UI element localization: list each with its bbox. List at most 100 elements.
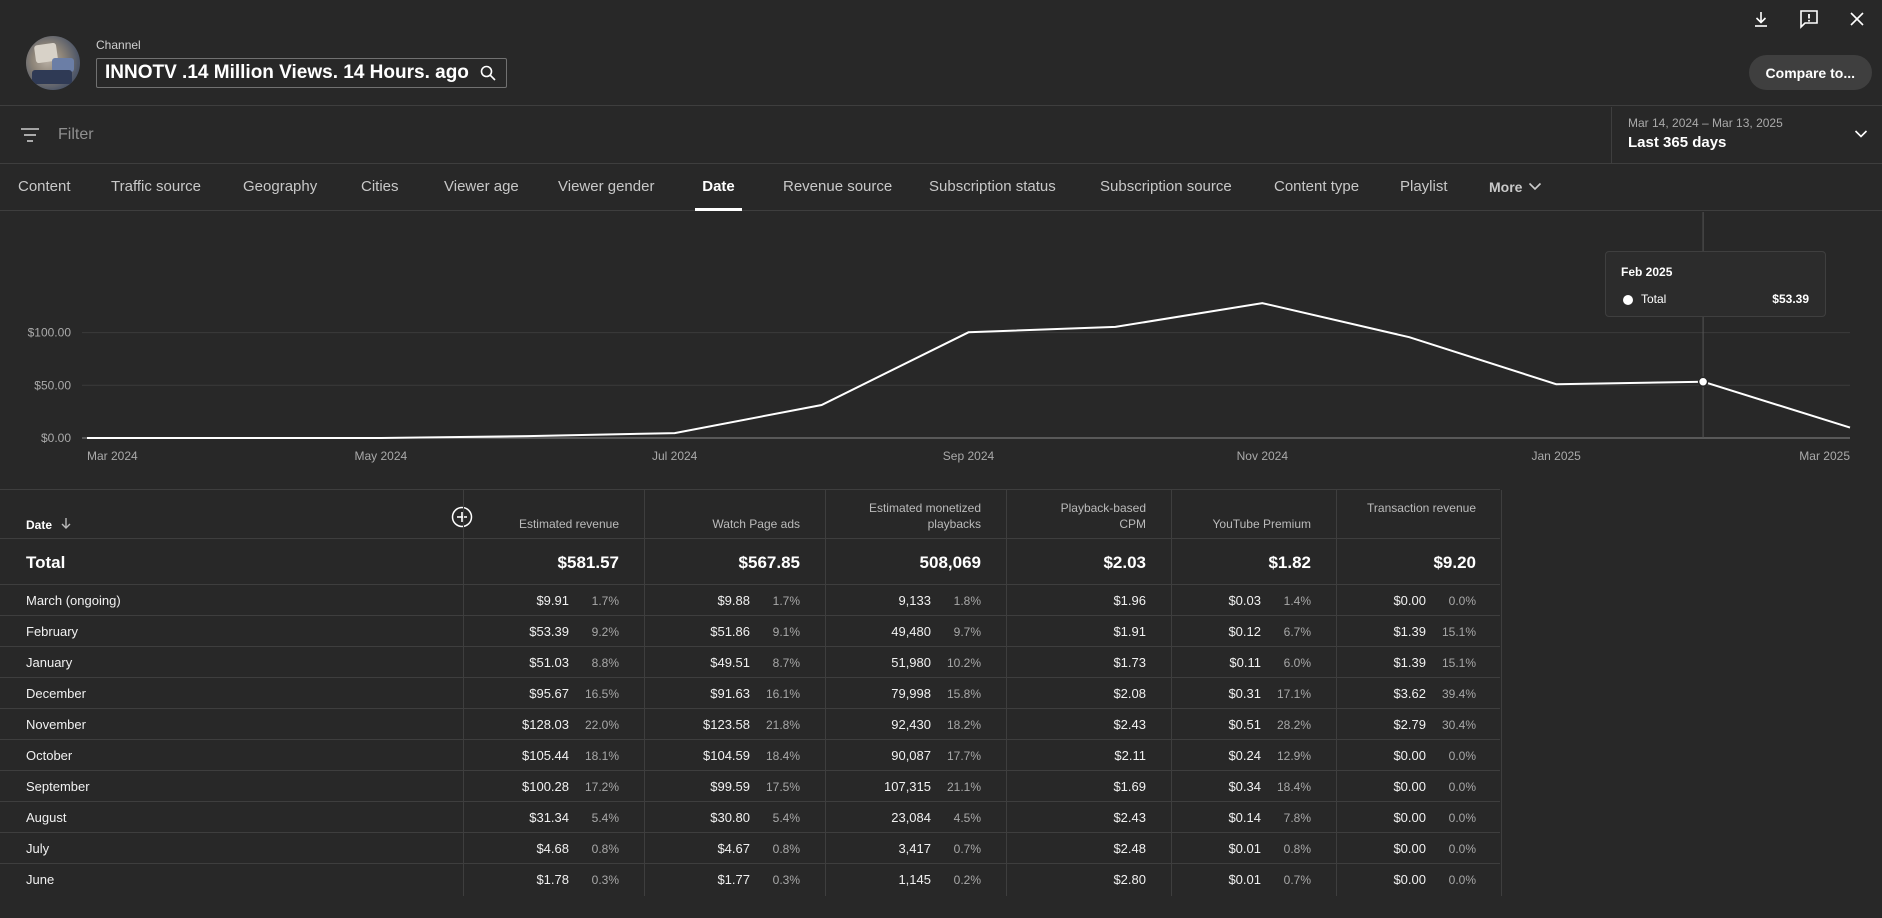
cell-playback-cpm: $1.69 [1113, 779, 1146, 794]
sort-arrow-icon[interactable] [60, 517, 72, 532]
feedback-icon[interactable] [1798, 8, 1820, 30]
chevron-down-icon[interactable] [1854, 127, 1868, 146]
tab-subscription-source[interactable]: Subscription source [1100, 178, 1232, 195]
cell-transaction-revenue-percent: 39.4% [1441, 687, 1476, 701]
cell-estimated-revenue: $100.28 [522, 779, 569, 794]
column-header-estimated-revenue[interactable]: Estimated revenue [518, 517, 619, 531]
tab-content[interactable]: Content [18, 178, 71, 195]
tab-more[interactable]: More [1489, 179, 1542, 212]
table-row[interactable]: November $128.03 22.0% $123.58 21.8% 92,430 18… [0, 708, 1500, 739]
cell-watch-page-ads-percent: 0.3% [772, 873, 800, 887]
column-divider [1501, 490, 1502, 896]
channel-selector[interactable]: INNOTV .14 Million Views. 14 Hours. ago [96, 58, 507, 88]
cell-watch-page-ads-percent: 9.1% [772, 625, 800, 639]
row-date-label: July [26, 841, 50, 856]
chevron-down-icon [1528, 179, 1542, 212]
cell-youtube-premium: $0.12 [1228, 624, 1261, 639]
tab-viewer-gender[interactable]: Viewer gender [558, 178, 655, 195]
channel-label: Channel [96, 38, 141, 52]
cell-transaction-revenue-percent: 0.0% [1448, 749, 1476, 763]
x-tick-label: Nov 2024 [1237, 449, 1289, 463]
table-row[interactable]: August $31.34 5.4% $30.80 5.4% 23,084 4.5% $2.4… [0, 801, 1500, 832]
cell-estimated-revenue-percent: 0.3% [591, 873, 619, 887]
row-date-label: December [26, 686, 86, 701]
cell-transaction-revenue: $3.62 [1393, 686, 1426, 701]
column-header-transaction-revenue[interactable]: Transaction revenue [1367, 501, 1476, 515]
tab-traffic-source[interactable]: Traffic source [111, 178, 202, 195]
filter-icon[interactable] [20, 127, 40, 148]
table-row[interactable]: June $1.78 0.3% $1.77 0.3% 1,145 0.2% $2.80 $0.0… [0, 863, 1500, 894]
table-row[interactable]: February $53.39 9.2% $51.86 9.1% 49,480 9.7% $1… [0, 615, 1500, 646]
column-header-watch-page-ads[interactable]: Watch Page ads [712, 517, 800, 531]
channel-avatar[interactable] [26, 36, 80, 90]
cell-transaction-revenue: $1.39 [1393, 624, 1426, 639]
tab-cities[interactable]: Cities [361, 178, 399, 195]
tab-date[interactable]: Date [695, 178, 742, 211]
row-date-label: November [26, 717, 86, 732]
cell-youtube-premium: $0.03 [1228, 593, 1261, 608]
total-label: Total [26, 553, 66, 572]
cell-transaction-revenue-percent: 0.0% [1448, 780, 1476, 794]
cell-estimated-revenue: $95.67 [529, 686, 569, 701]
cell-monetized-playbacks-percent: 1.8% [953, 594, 981, 608]
table-row[interactable]: March (ongoing) $9.91 1.7% $9.88 1.7% 9,133 1.… [0, 584, 1500, 615]
row-date-label: January [26, 655, 73, 670]
total-playback-cpm: $2.03 [1103, 553, 1146, 572]
column-header-monetized-playbacks[interactable]: Estimated monetized playbacks [868, 501, 981, 531]
compare-button[interactable]: Compare to... [1748, 55, 1872, 90]
tooltip-series-dot [1623, 295, 1633, 305]
column-divider [1171, 490, 1172, 896]
tab-geography[interactable]: Geography [243, 178, 318, 195]
cell-transaction-revenue: $0.00 [1393, 779, 1426, 794]
x-tick-label: Jul 2024 [652, 449, 698, 463]
filter-input[interactable]: Filter [58, 126, 94, 143]
search-icon[interactable] [480, 65, 496, 86]
tab-playlist[interactable]: Playlist [1400, 178, 1448, 195]
table-row[interactable]: October $105.44 18.1% $104.59 18.4% 90,087 17.… [0, 739, 1500, 770]
close-icon[interactable] [1846, 8, 1868, 30]
x-tick-label: Jan 2025 [1531, 449, 1581, 463]
table-row[interactable]: July $4.68 0.8% $4.67 0.8% 3,417 0.7% $2.48 $0.0… [0, 832, 1500, 863]
table-row[interactable]: January $51.03 8.8% $49.51 8.7% 51,980 10.2% $1… [0, 646, 1500, 677]
add-column-icon[interactable] [451, 506, 473, 533]
tab-more-label: More [1489, 179, 1523, 195]
date-range-picker[interactable]: Mar 14, 2024 – Mar 13, 2025 Last 365 day… [1611, 107, 1882, 164]
cell-monetized-playbacks-percent: 4.5% [953, 811, 981, 825]
cell-playback-cpm: $1.91 [1113, 624, 1146, 639]
tab-viewer-age[interactable]: Viewer age [444, 178, 519, 195]
tooltip-title: Feb 2025 [1621, 265, 1673, 279]
row-date-label: August [26, 810, 67, 825]
column-header-playback-cpm[interactable]: Playback-based CPM [1060, 501, 1146, 531]
cell-transaction-revenue: $0.00 [1393, 841, 1426, 856]
date-preset: Last 365 days [1628, 134, 1727, 151]
table-row[interactable]: December $95.67 16.5% $91.63 16.1% 79,998 15.8… [0, 677, 1500, 708]
table-row[interactable]: September $100.28 17.2% $99.59 17.5% 107,315 2… [0, 770, 1500, 801]
cell-youtube-premium-percent: 28.2% [1276, 718, 1311, 732]
cell-youtube-premium-percent: 6.7% [1283, 625, 1311, 639]
column-divider [1006, 490, 1007, 896]
tab-subscription-status[interactable]: Subscription status [929, 178, 1056, 195]
revenue-chart[interactable]: $0.00 $50.00 $100.00 Mar 2024 May 2024 Jul 20… [0, 212, 1882, 488]
column-header-youtube-premium[interactable]: YouTube Premium [1212, 517, 1312, 531]
download-icon[interactable] [1750, 8, 1772, 30]
cell-youtube-premium: $0.14 [1228, 810, 1261, 825]
cell-transaction-revenue-percent: 0.0% [1448, 811, 1476, 825]
cell-estimated-revenue-percent: 0.8% [591, 842, 619, 856]
cell-playback-cpm: $2.11 [1114, 748, 1146, 763]
cell-watch-page-ads: $9.88 [717, 593, 750, 608]
cell-monetized-playbacks: 79,998 [891, 686, 931, 701]
x-tick-label: Sep 2024 [943, 449, 995, 463]
total-estimated-revenue: $581.57 [557, 553, 619, 572]
cell-estimated-revenue-percent: 16.5% [584, 687, 619, 701]
tab-content-type[interactable]: Content type [1274, 178, 1360, 195]
date-column-header[interactable]: Date [26, 517, 72, 532]
date-header-label: Date [26, 517, 53, 532]
cell-estimated-revenue: $4.68 [536, 841, 569, 856]
cell-monetized-playbacks-percent: 15.8% [946, 687, 981, 701]
cell-watch-page-ads: $4.67 [717, 841, 750, 856]
cell-estimated-revenue: $31.34 [529, 810, 569, 825]
cell-youtube-premium: $0.01 [1228, 872, 1261, 887]
cell-youtube-premium: $0.34 [1228, 779, 1261, 794]
cell-transaction-revenue-percent: 0.0% [1448, 842, 1476, 856]
tab-revenue-source[interactable]: Revenue source [783, 178, 893, 195]
